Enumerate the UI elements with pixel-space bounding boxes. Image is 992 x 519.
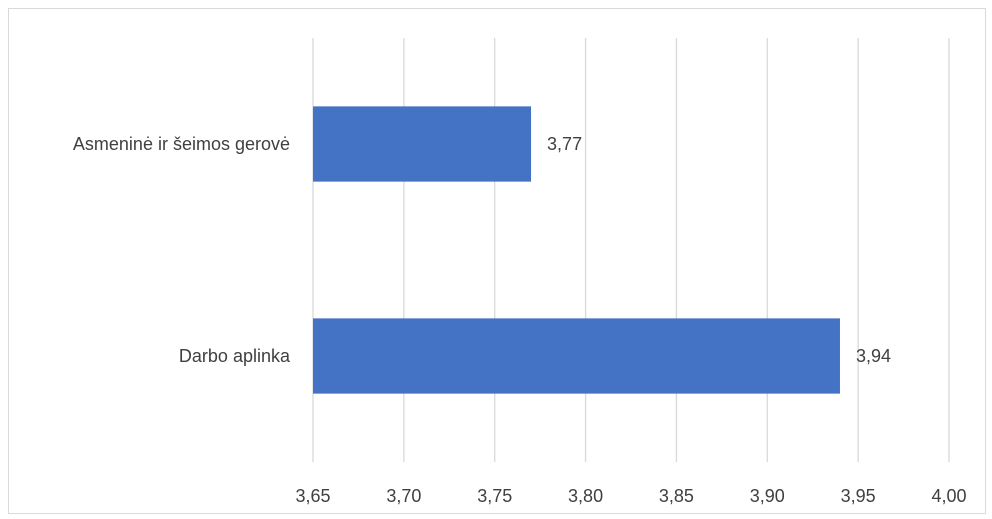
x-tick-label: 3,75: [477, 486, 512, 506]
bar: [313, 106, 532, 182]
category-label: Darbo aplinka: [179, 346, 291, 366]
chart-frame: [8, 8, 986, 514]
x-tick-label: 3,65: [295, 486, 330, 506]
x-tick-label: 3,90: [750, 486, 785, 506]
x-axis-tick-labels: 3,65 3,70 3,75 3,80 3,85 3,90 3,95 4,00: [295, 486, 966, 506]
category-labels: Asmeninė ir šeimos gerovė Darbo aplinka: [73, 134, 291, 366]
bar: [313, 318, 840, 394]
x-tick-label: 3,85: [659, 486, 694, 506]
bars: [313, 106, 840, 394]
x-tick-label: 3,80: [568, 486, 603, 506]
category-label: Asmeninė ir šeimos gerovė: [73, 134, 290, 154]
gridlines: [312, 38, 950, 462]
x-tick-label: 3,70: [386, 486, 421, 506]
data-label: 3,94: [856, 346, 891, 366]
x-tick-label: 3,95: [841, 486, 876, 506]
data-label: 3,77: [547, 134, 582, 154]
x-tick-label: 4,00: [931, 486, 966, 506]
data-labels: 3,77 3,94: [547, 134, 891, 366]
